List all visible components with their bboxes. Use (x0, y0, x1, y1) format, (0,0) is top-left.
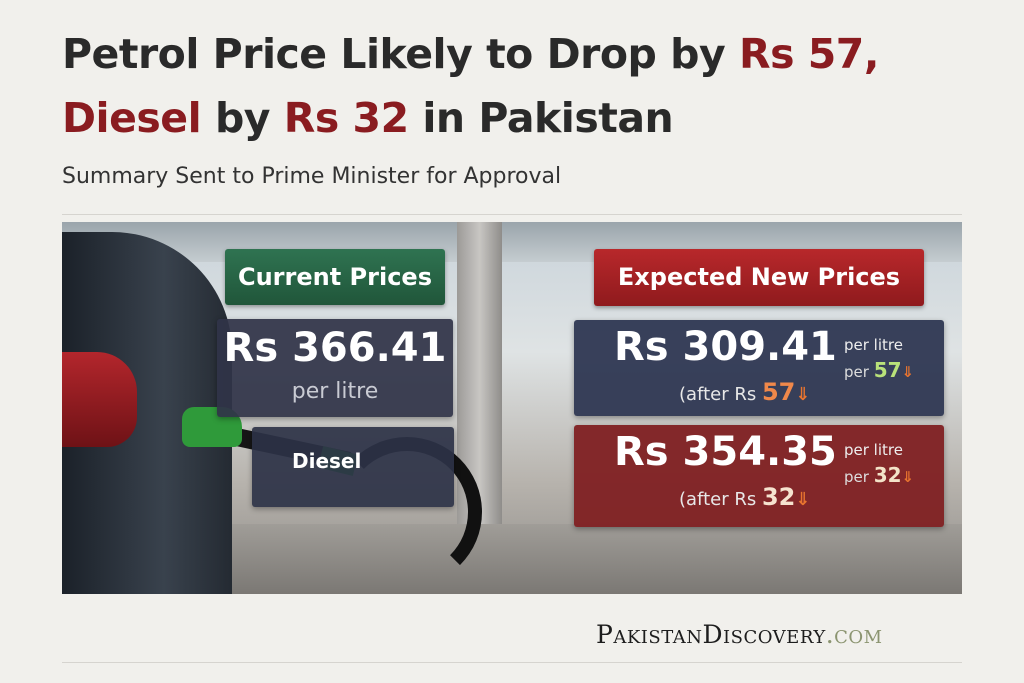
down-arrow-icon: ⇓ (901, 363, 915, 381)
current-petrol-panel: Rs 366.41 per litre (217, 319, 453, 417)
after-value: 57 (761, 378, 796, 406)
headline-text: by (201, 94, 284, 142)
after-value: 32 (761, 483, 796, 511)
divider (62, 214, 962, 215)
down-arrow-icon: ⇓ (795, 384, 811, 405)
after-prefix: (after Rs (679, 489, 762, 510)
headline-text: Petrol Price Likely to Drop by (62, 30, 740, 78)
down-arrow-icon: ⇓ (901, 468, 915, 486)
subtitle: Summary Sent to Prime Minister for Appro… (62, 164, 562, 189)
expected-petrol-price: Rs 309.41 (614, 324, 837, 370)
diesel-word: Diesel (62, 94, 202, 142)
diesel-after-note: (after Rs 32⇓ (679, 483, 810, 511)
diesel-cut: per 32⇓ (844, 463, 914, 487)
headline-text: in Pakistan (408, 94, 674, 142)
cut-value: 32 (873, 463, 902, 487)
footer-divider (62, 662, 962, 663)
expected-diesel-panel: Rs 354.35 per litre per 32⇓ (after Rs 32… (574, 425, 944, 527)
petrol-after-note: (after Rs 57⇓ (679, 378, 810, 406)
brand-name: PakistanDiscovery (596, 620, 826, 649)
current-petrol-price: Rs 366.41 (223, 325, 447, 371)
taillight (62, 352, 137, 447)
fuel-station-photo: Current Prices Rs 366.41 per litre Diese… (62, 222, 962, 594)
headline-line-2: Diesel by Rs 32 in Pakistan (62, 86, 879, 150)
cut-prefix: per (844, 363, 869, 381)
diesel-drop-amount: Rs 32 (283, 94, 409, 142)
cut-prefix: per (844, 468, 869, 486)
petrol-drop-amount: Rs 57, (739, 30, 879, 78)
unit-label: per litre (844, 336, 903, 354)
petrol-cut: per 57⇓ (844, 358, 914, 382)
expected-petrol-panel: Rs 309.41 per litre per 57⇓ (after Rs 57… (574, 320, 944, 416)
unit-label: per litre (844, 441, 903, 459)
headline: Petrol Price Likely to Drop by Rs 57, Di… (62, 22, 879, 150)
cut-value: 57 (873, 358, 902, 382)
unit-label: per litre (291, 379, 379, 404)
headline-line-1: Petrol Price Likely to Drop by Rs 57, (62, 22, 879, 86)
expected-prices-header: Expected New Prices (594, 249, 924, 306)
diesel-label: Diesel (292, 449, 362, 473)
expected-diesel-price: Rs 354.35 (614, 429, 837, 475)
after-prefix: (after Rs (679, 384, 762, 405)
current-diesel-panel: Diesel (252, 427, 454, 507)
brand-domain: .com (825, 620, 883, 649)
current-prices-header: Current Prices (225, 249, 445, 305)
down-arrow-icon: ⇓ (795, 489, 811, 510)
brand-logo: PakistanDiscovery.com (596, 620, 883, 649)
